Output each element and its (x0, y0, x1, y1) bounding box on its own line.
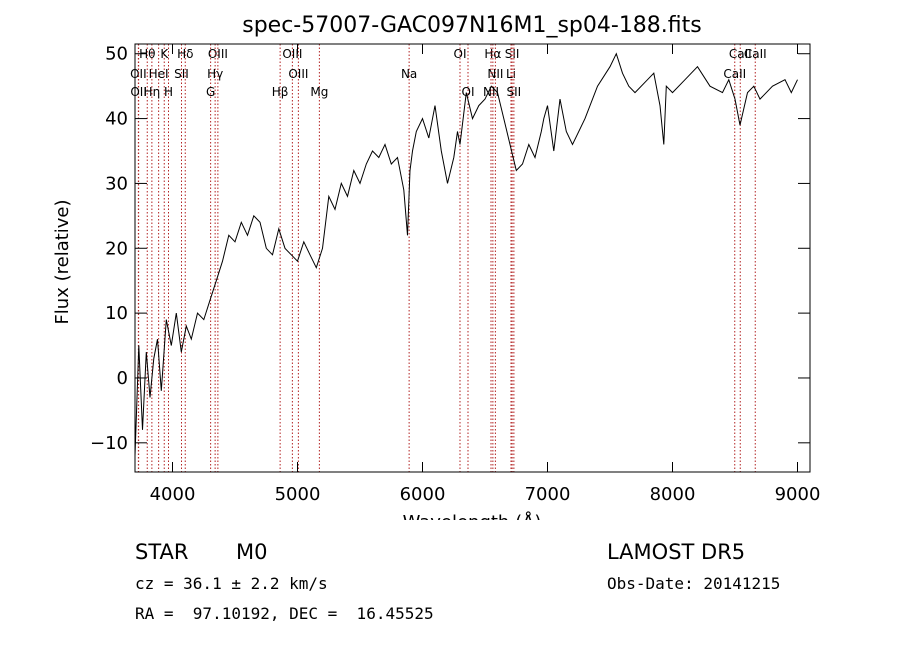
marker-label: Na (401, 67, 417, 81)
marker-label: K (160, 47, 169, 61)
marker-label: SII (505, 47, 520, 61)
y-tick-label: 50 (105, 44, 128, 65)
y-tick-label: 30 (105, 173, 128, 194)
y-axis-label: Flux (relative) (52, 199, 73, 324)
coordinates: RA = 97.10192, DEC = 16.45525 (135, 604, 434, 623)
x-tick-label: 6000 (400, 484, 446, 505)
marker-label: NII (487, 67, 503, 81)
marker-label: H (164, 85, 173, 99)
y-tick-label: −10 (90, 433, 128, 454)
observation-date: Obs-Date: 20141215 (607, 574, 781, 593)
marker-label: CaII (723, 67, 746, 81)
marker-label: OI (454, 47, 467, 61)
object-subclass: M0 (236, 540, 268, 564)
spectral-line-markers: Hθ K Hδ OIII OIII OI Hα SII CaII OII HeI SII Hγ OIII N… (130, 44, 767, 472)
marker-label: HeI (149, 67, 169, 81)
chart-title: spec-57007-GAC097N16M1_sp04-188.fits (242, 13, 702, 38)
marker-label: SII (174, 67, 189, 81)
y-tick-label: 10 (105, 303, 128, 324)
x-tick-label: 8000 (650, 484, 696, 505)
x-tick-label: 9000 (775, 484, 821, 505)
marker-label: OII (130, 85, 147, 99)
y-tick-label: 20 (105, 238, 128, 259)
redshift-value: cz = 36.1 ± 2.2 km/s (135, 574, 328, 593)
y-tick-label: 0 (117, 368, 128, 389)
marker-label: OIII (288, 67, 308, 81)
x-tick-label: 7000 (525, 484, 571, 505)
marker-label: OI (462, 85, 475, 99)
marker-label: Hβ (272, 85, 289, 99)
spectrum-line (134, 52, 798, 456)
marker-label: Mg (310, 85, 328, 99)
marker-label: Hδ (177, 47, 193, 61)
marker-label: OIII (282, 47, 302, 61)
marker-label: CaII (729, 47, 752, 61)
marker-label: Hγ (207, 67, 223, 81)
x-tick-label: 4000 (150, 484, 196, 505)
marker-label: Hα (484, 47, 501, 61)
marker-label: OII (130, 67, 147, 81)
marker-label: Hθ (139, 47, 155, 61)
survey-name: LAMOST DR5 (607, 540, 746, 564)
marker-label: OIII (208, 47, 228, 61)
object-class: STAR (135, 540, 189, 564)
x-tick-label: 5000 (275, 484, 321, 505)
marker-label: Li (506, 67, 516, 81)
marker-label: G (206, 85, 215, 99)
axis-ticks: 4000 5000 6000 7000 8000 9000 −10 0 10 20 30 40 50 (90, 44, 820, 505)
marker-label: SII (507, 85, 522, 99)
y-tick-label: 40 (105, 109, 128, 130)
marker-label: CaII (744, 47, 767, 61)
marker-label: Hη (144, 85, 161, 99)
x-axis-label: Wavelength (Å) (403, 511, 542, 520)
plot-frame (134, 43, 811, 473)
spectrum-chart: spec-57007-GAC097N16M1_sp04-188.fits Hθ K… (52, 13, 820, 520)
